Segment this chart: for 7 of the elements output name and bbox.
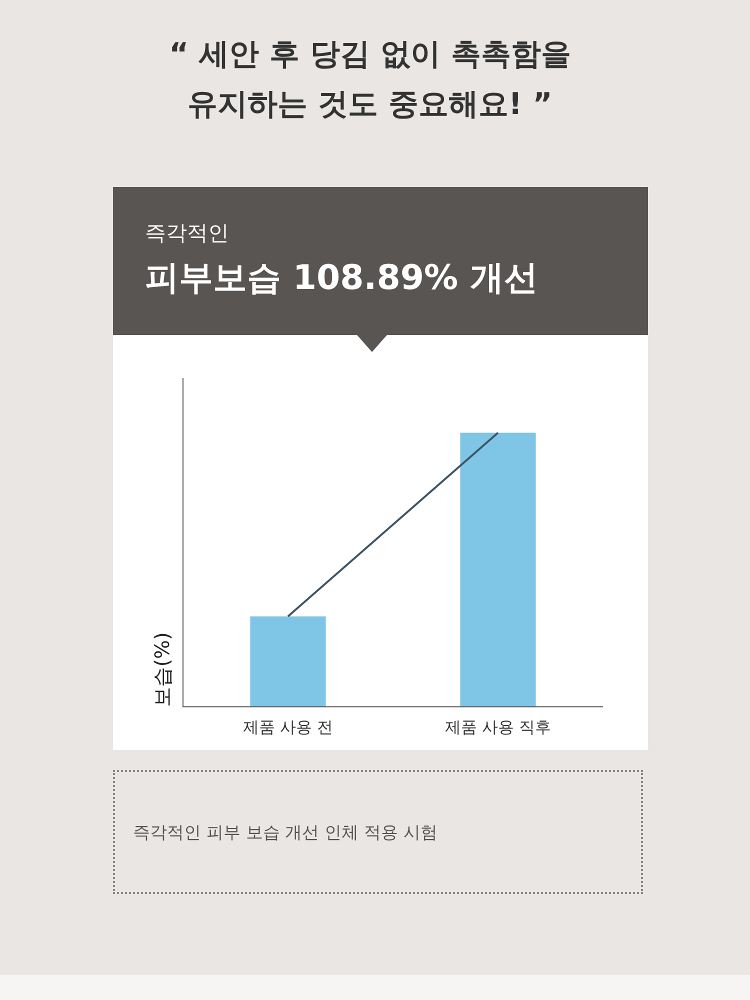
x-tick-label: 제품 사용 직후 (444, 718, 552, 737)
chart-title: “ 세안 후 당김 없이 촉촉함을 유지하는 것도 중요해요! ” (168, 36, 572, 124)
text: 피부보습 108.89% 개선 (145, 257, 538, 300)
chart-subtitle: 즉각적인 (145, 220, 229, 247)
text: 즉각적인 피부 보습 개선 인체 적용 시험 (113, 770, 643, 894)
x-tick-label: 제품 사용 전 (242, 718, 334, 737)
y-axis-title: 보습(%) (150, 632, 174, 707)
